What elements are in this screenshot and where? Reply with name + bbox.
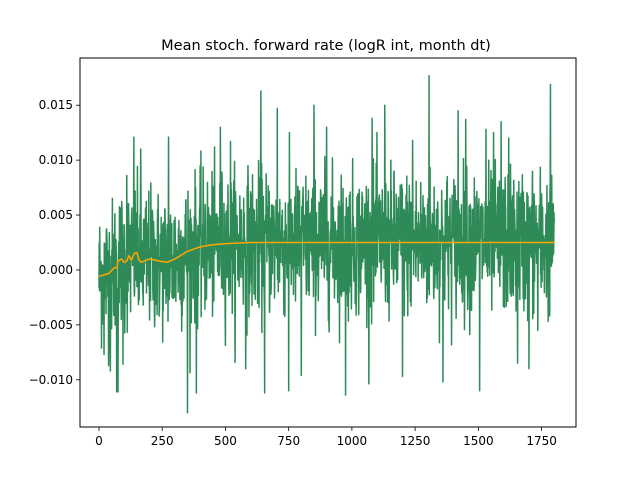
series-mean-rate-line [98, 241, 555, 278]
y-tick-label: −0.005 [29, 318, 73, 332]
x-tick-label: 1500 [463, 434, 494, 448]
y-tick-label: 0.000 [39, 263, 73, 277]
x-tick-label: 1250 [400, 434, 431, 448]
chart-title: Mean stoch. forward rate (logR int, mont… [161, 38, 491, 54]
y-tick-label: 0.005 [39, 208, 73, 222]
series-layer [98, 74, 555, 414]
series-stochastic-rate-line [98, 74, 555, 414]
y-tick-label: −0.010 [29, 373, 73, 387]
plot-frame [79, 57, 577, 428]
y-tick-label: 0.010 [39, 153, 73, 167]
x-tick-label: 750 [277, 434, 300, 448]
x-tick-label: 1750 [526, 434, 557, 448]
x-tick-label: 500 [214, 434, 237, 448]
y-axis: −0.010 −0.005 0.000 0.005 0.010 0.015 [29, 98, 80, 387]
y-tick-label: 0.015 [39, 98, 73, 112]
x-tick-label: 250 [151, 434, 174, 448]
x-axis: 0 250 500 750 1000 1250 1500 1750 [95, 427, 557, 448]
x-tick-label: 0 [95, 434, 103, 448]
x-tick-label: 1000 [337, 434, 368, 448]
